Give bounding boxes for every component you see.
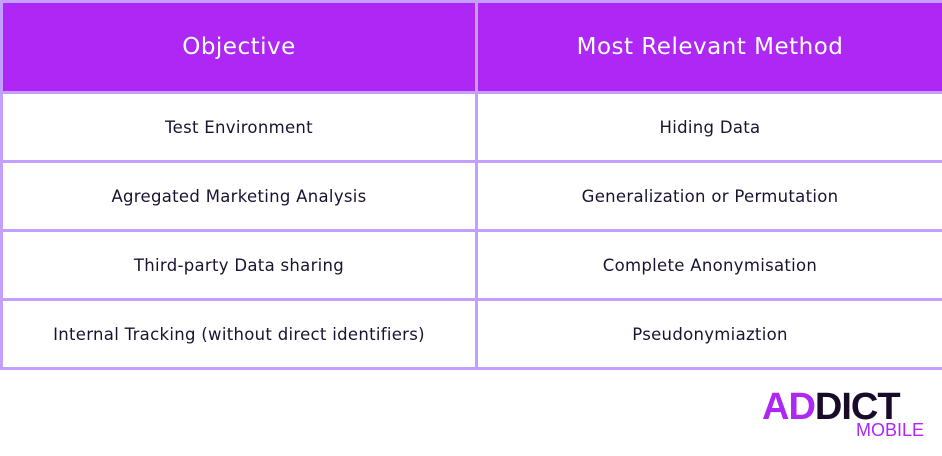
objective-cell: Internal Tracking (without direct identi… (0, 298, 478, 370)
objective-cell: Agregated Marketing Analysis (0, 160, 478, 232)
objective-method-table: Objective Most Relevant Method Test Envi… (0, 0, 942, 370)
method-cell: Complete Anonymisation (475, 229, 942, 301)
logo-wordmark: ADDICT (762, 386, 901, 428)
header-objective: Objective (0, 0, 478, 94)
method-cell: Hiding Data (475, 91, 942, 163)
table-header-row: Objective Most Relevant Method (0, 0, 942, 94)
objective-cell: Third-party Data sharing (0, 229, 478, 301)
table-row: Agregated Marketing Analysis Generalizat… (0, 160, 942, 232)
objective-cell: Test Environment (0, 91, 478, 163)
addict-mobile-logo: ADDICT MOBILE (762, 388, 924, 440)
table-row: Test Environment Hiding Data (0, 91, 942, 163)
method-cell: Pseudonymiaztion (475, 298, 942, 370)
header-method: Most Relevant Method (475, 0, 942, 94)
table-row: Internal Tracking (without direct identi… (0, 298, 942, 370)
method-cell: Generalization or Permutation (475, 160, 942, 232)
logo-subtitle: MOBILE (855, 420, 924, 440)
table-row: Third-party Data sharing Complete Anonym… (0, 229, 942, 301)
